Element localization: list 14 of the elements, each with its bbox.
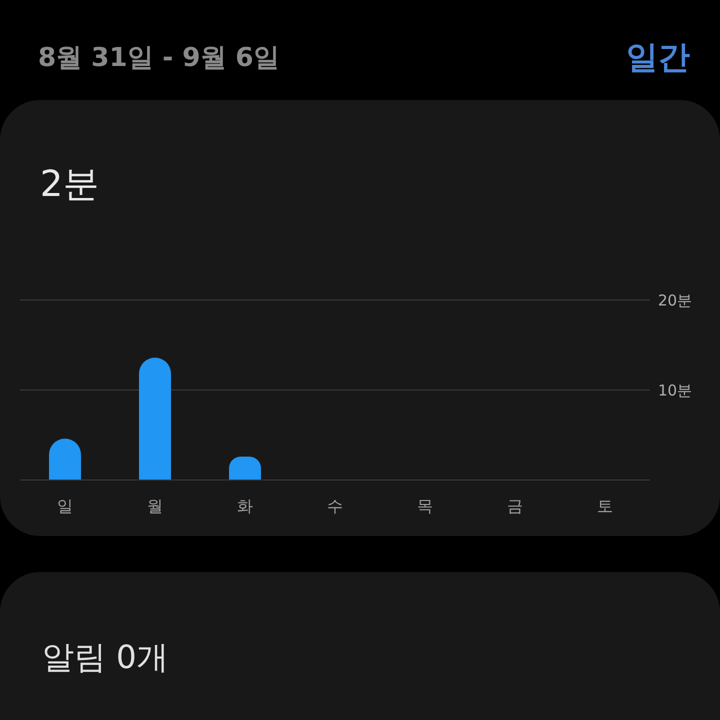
x-tick-label: 수	[327, 496, 343, 516]
x-tick-label: 일	[57, 496, 73, 516]
chart-subtitle: 2분	[40, 163, 99, 207]
x-tick-label: 금	[507, 496, 523, 516]
bar	[139, 358, 171, 480]
text: 알림 0개	[42, 637, 169, 678]
x-tick-label: 화	[237, 496, 253, 516]
y-tick-label: 20분	[658, 291, 692, 310]
x-tick-label: 목	[417, 496, 433, 516]
chart-title: 8월 31일 - 9월 6일	[38, 42, 280, 75]
y-tick-label: 10분	[658, 381, 692, 400]
x-tick-label: 월	[147, 496, 163, 516]
text: 일간	[626, 37, 690, 78]
x-tick-label: 토	[597, 496, 613, 516]
